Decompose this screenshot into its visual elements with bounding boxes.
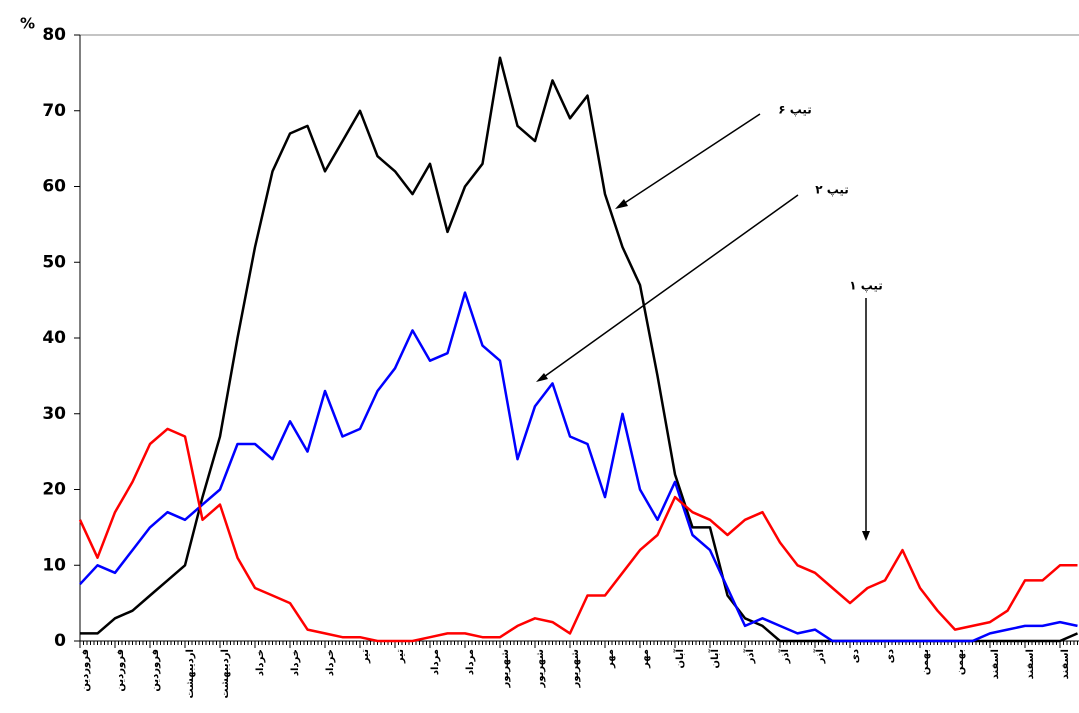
y-tick-label: 40 xyxy=(42,328,66,348)
series-line xyxy=(80,56,1078,643)
x-tick-label: بهمن xyxy=(955,649,966,675)
x-tick-label: مهر xyxy=(640,649,651,669)
x-tick-label: خرداد xyxy=(290,649,301,676)
annotation-label: تیپ ۱ xyxy=(849,279,883,293)
x-tick-label: آذر xyxy=(778,648,791,664)
arrow-head xyxy=(615,199,628,209)
x-tick-label: شهریور xyxy=(570,649,581,689)
x-tick-label: بهمن xyxy=(920,649,931,675)
x-tick-label: دی xyxy=(885,649,896,663)
x-tick-label: فروردین xyxy=(150,649,161,692)
x-tick-label: مرداد xyxy=(465,649,476,675)
x-tick-label: آبان xyxy=(673,648,686,668)
x-tick-label: فروردین xyxy=(80,649,91,692)
annotations: تیپ ۶ تیپ ۲ تیپ ۱ xyxy=(536,103,883,541)
y-tick-label: 60 xyxy=(42,177,66,197)
x-tick-label: آبان xyxy=(708,648,721,668)
x-tick-label: شهریور xyxy=(535,649,546,689)
y-tick-label: 30 xyxy=(42,404,66,424)
x-tick-label: خرداد xyxy=(255,649,266,676)
y-tick-label: 70 xyxy=(42,101,66,121)
x-tick-label: اردیبهشت xyxy=(185,649,196,699)
x-tick-label: مرداد xyxy=(430,649,441,675)
x-tick-label: آذر xyxy=(813,648,826,664)
y-unit: % xyxy=(20,15,35,33)
x-tick-label: اسفند xyxy=(1060,649,1071,679)
x-tick-label: تیر xyxy=(360,649,371,664)
x-tick-label: فروردین xyxy=(115,649,126,692)
arrow-head xyxy=(862,531,870,541)
y-tick-label: 10 xyxy=(42,555,66,575)
x-tick-label: اسفند xyxy=(990,649,1001,679)
arrow xyxy=(619,113,761,207)
y-tick-label: 80 xyxy=(42,25,66,45)
x-tick-label: مهر xyxy=(605,649,616,669)
y-tick-label: 0 xyxy=(54,631,66,651)
y-tick-label: 50 xyxy=(42,252,66,272)
x-tick-label: تیر xyxy=(395,649,406,664)
y-tick-label: 20 xyxy=(42,480,66,500)
annotation-label: تیپ ۶ xyxy=(778,103,812,117)
x-tick-label: خرداد xyxy=(325,649,336,676)
x-tick-label: دی xyxy=(850,649,861,663)
series-line xyxy=(78,427,1078,643)
x-tick-label: اردیبهشت xyxy=(220,649,231,699)
arrow xyxy=(540,194,799,380)
arrow-head xyxy=(536,373,548,382)
annotation-label: تیپ ۲ xyxy=(815,183,849,197)
series-line xyxy=(79,291,1078,643)
x-tick-label: آذر xyxy=(743,648,756,664)
x-tick-label: اسفند xyxy=(1025,649,1036,679)
x-tick-label: شهریور xyxy=(500,649,511,689)
